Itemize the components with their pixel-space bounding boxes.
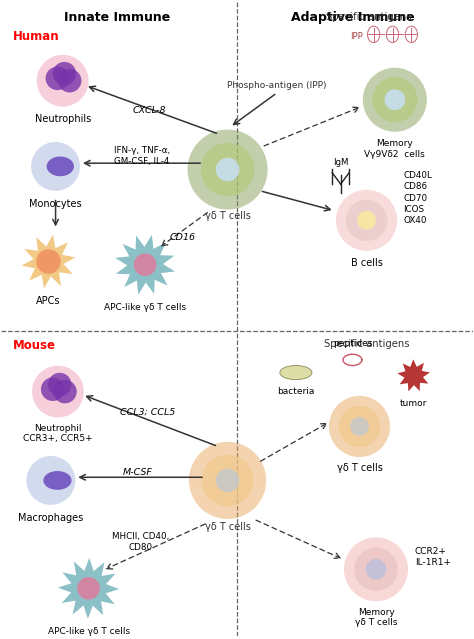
Text: Innate Immune: Innate Immune xyxy=(64,11,170,24)
Text: CD40L
CD86
CD70
ICOS
OX40: CD40L CD86 CD70 ICOS OX40 xyxy=(403,171,432,226)
Text: Mouse: Mouse xyxy=(13,339,56,352)
Text: γδ T cells: γδ T cells xyxy=(205,212,251,221)
Ellipse shape xyxy=(355,548,398,591)
Ellipse shape xyxy=(58,69,82,93)
Ellipse shape xyxy=(372,77,418,122)
Ellipse shape xyxy=(350,417,369,436)
Ellipse shape xyxy=(48,373,72,396)
Text: γδ T cells: γδ T cells xyxy=(337,463,383,473)
Ellipse shape xyxy=(77,577,100,599)
Text: Specific antigens: Specific antigens xyxy=(324,339,410,349)
Ellipse shape xyxy=(363,68,427,132)
Polygon shape xyxy=(21,235,75,288)
Ellipse shape xyxy=(216,468,239,492)
Text: tumor: tumor xyxy=(400,399,428,408)
Ellipse shape xyxy=(384,89,405,110)
Ellipse shape xyxy=(32,366,84,417)
Text: peptides: peptides xyxy=(333,339,372,348)
Ellipse shape xyxy=(344,537,408,601)
Ellipse shape xyxy=(280,366,312,380)
Text: Monocytes: Monocytes xyxy=(29,199,82,209)
Text: MHCII, CD40,
CD80: MHCII, CD40, CD80 xyxy=(112,532,169,551)
Polygon shape xyxy=(397,359,430,391)
Ellipse shape xyxy=(53,380,77,403)
Ellipse shape xyxy=(357,211,376,229)
Text: APC-like γδ T cells: APC-like γδ T cells xyxy=(47,626,129,636)
Text: Human: Human xyxy=(13,30,60,43)
Polygon shape xyxy=(115,235,175,295)
Ellipse shape xyxy=(31,142,80,191)
Ellipse shape xyxy=(339,406,380,447)
Text: CCR2+
IL-1R1+: CCR2+ IL-1R1+ xyxy=(415,546,451,567)
Ellipse shape xyxy=(53,62,76,86)
Text: γδ T cells: γδ T cells xyxy=(205,522,251,532)
Ellipse shape xyxy=(27,456,75,505)
Ellipse shape xyxy=(201,142,255,196)
Ellipse shape xyxy=(134,254,156,276)
Ellipse shape xyxy=(346,199,387,241)
Ellipse shape xyxy=(43,471,72,490)
Text: bacteria: bacteria xyxy=(277,387,315,396)
Text: IPP: IPP xyxy=(350,33,363,42)
Ellipse shape xyxy=(46,157,74,176)
Text: Neutrophil
CCR3+, CCR5+: Neutrophil CCR3+, CCR5+ xyxy=(23,424,93,443)
Ellipse shape xyxy=(365,559,386,580)
Text: Macrophages: Macrophages xyxy=(18,513,83,523)
Ellipse shape xyxy=(36,249,61,273)
Ellipse shape xyxy=(216,158,239,181)
Ellipse shape xyxy=(188,130,268,210)
Text: CD16: CD16 xyxy=(170,233,196,242)
Ellipse shape xyxy=(189,442,266,519)
Text: M-CSF: M-CSF xyxy=(123,468,153,477)
Text: IFN-γ, TNF-α,
GM-CSF, IL-4: IFN-γ, TNF-α, GM-CSF, IL-4 xyxy=(114,146,170,166)
Text: Adaptive Immune: Adaptive Immune xyxy=(291,11,414,24)
Text: Neutrophils: Neutrophils xyxy=(35,114,91,124)
Ellipse shape xyxy=(46,66,69,90)
Ellipse shape xyxy=(201,454,254,506)
Ellipse shape xyxy=(36,55,89,107)
Text: APCs: APCs xyxy=(36,296,61,307)
Polygon shape xyxy=(58,558,119,619)
Text: APC-like γδ T cells: APC-like γδ T cells xyxy=(104,303,186,312)
Text: CCL3; CCL5: CCL3; CCL5 xyxy=(120,408,175,417)
Ellipse shape xyxy=(41,378,64,401)
Text: B cells: B cells xyxy=(351,259,383,268)
Text: Memory
γδ T cells: Memory γδ T cells xyxy=(355,608,397,627)
Text: Phospho-antigen (IPP): Phospho-antigen (IPP) xyxy=(228,81,327,89)
Ellipse shape xyxy=(329,396,390,457)
Text: CXCL-8: CXCL-8 xyxy=(133,106,166,115)
Ellipse shape xyxy=(336,190,397,251)
Text: Memory
Vγ9Vδ2  cells: Memory Vγ9Vδ2 cells xyxy=(365,139,425,158)
Text: IgM: IgM xyxy=(333,158,348,167)
Text: Specific antigens: Specific antigens xyxy=(326,12,412,22)
